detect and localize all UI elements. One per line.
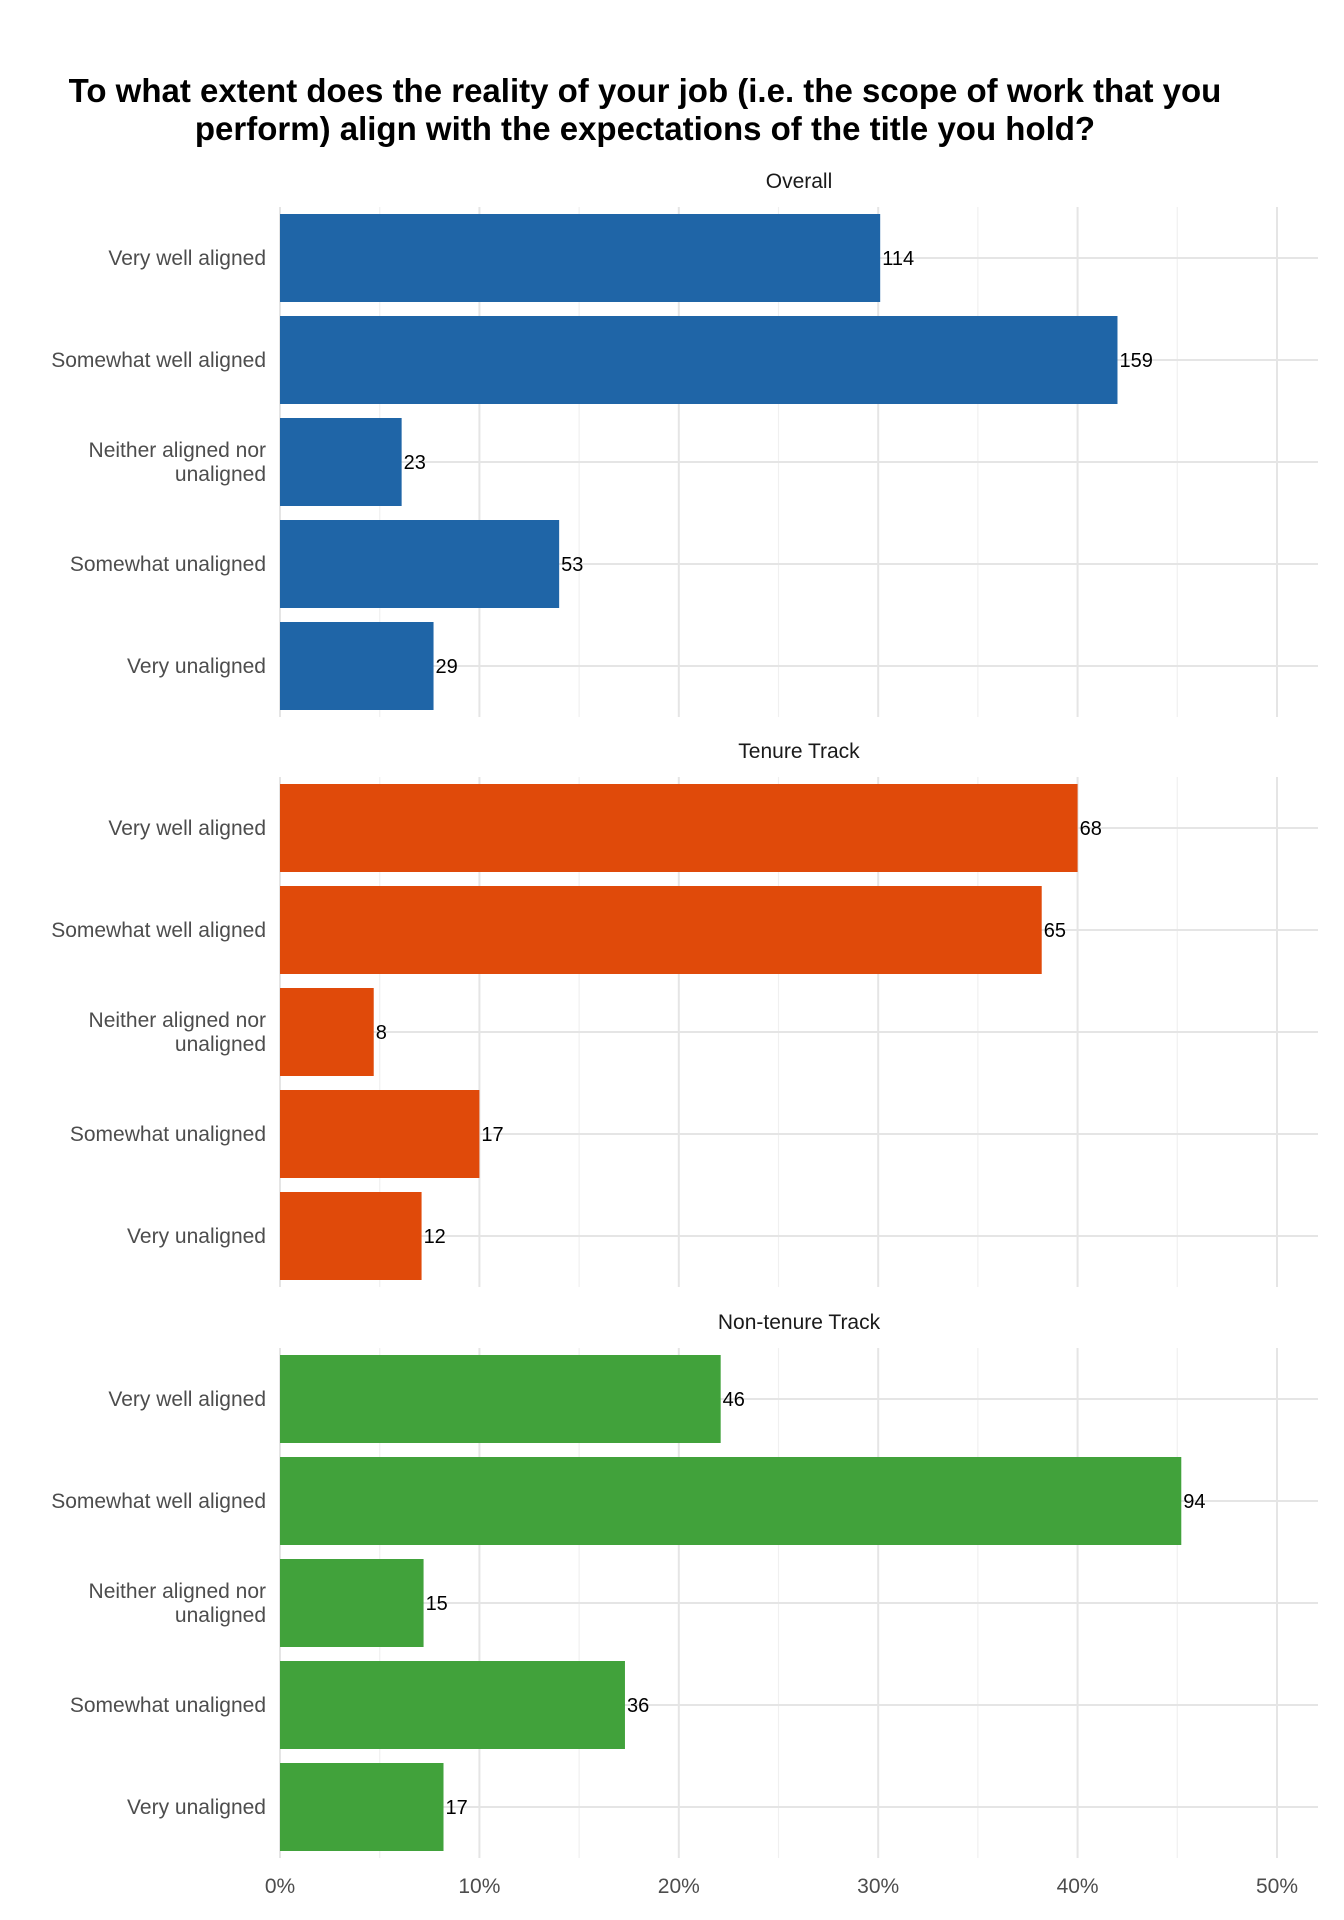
- category-label-neither-aligned-nor-unaligned: Neither aligned nor unaligned: [89, 1009, 266, 1056]
- data-label-tenure-track-somewhat-unaligned: 17: [481, 1124, 503, 1146]
- category-label-very-well-aligned: Very well aligned: [108, 247, 266, 270]
- bar-non-tenure-track-neither-aligned-nor-unaligned: [280, 1559, 424, 1647]
- x-tick-label: 50%: [1256, 1875, 1298, 1898]
- category-label-neither-aligned-nor-unaligned: Neither aligned nor unaligned: [89, 1580, 266, 1627]
- x-tick-label: 40%: [1057, 1875, 1099, 1898]
- data-label-overall-very-well-aligned: 114: [882, 248, 914, 270]
- bar-tenure-track-very-unaligned: [280, 1192, 422, 1280]
- category-label-somewhat-unaligned: Somewhat unaligned: [70, 1694, 266, 1717]
- category-label-somewhat-well-aligned: Somewhat well aligned: [51, 1490, 266, 1513]
- bar-overall-somewhat-unaligned: [280, 520, 560, 608]
- bar-overall-neither-aligned-nor-unaligned: [280, 418, 402, 506]
- data-label-non-tenure-track-very-well-aligned: 46: [723, 1389, 745, 1411]
- data-label-non-tenure-track-very-unaligned: 17: [446, 1797, 468, 1819]
- chart-title: To what extent does the reality of your …: [68, 72, 1222, 147]
- category-label-somewhat-well-aligned: Somewhat well aligned: [51, 919, 266, 942]
- x-tick-label: 0%: [265, 1875, 295, 1898]
- data-label-tenure-track-very-unaligned: 12: [424, 1226, 446, 1248]
- facet-label-overall: Overall: [766, 170, 833, 193]
- category-label-very-well-aligned: Very well aligned: [108, 817, 266, 840]
- data-label-overall-neither-aligned-nor-unaligned: 23: [404, 452, 426, 474]
- data-label-non-tenure-track-neither-aligned-nor-unaligned: 15: [426, 1593, 448, 1615]
- bar-tenure-track-somewhat-unaligned: [280, 1090, 480, 1178]
- bar-overall-somewhat-well-aligned: [280, 316, 1118, 404]
- bar-overall-very-well-aligned: [280, 214, 881, 302]
- bar-non-tenure-track-somewhat-well-aligned: [280, 1457, 1182, 1545]
- data-label-non-tenure-track-somewhat-unaligned: 36: [627, 1695, 649, 1717]
- bar-non-tenure-track-somewhat-unaligned: [280, 1661, 625, 1749]
- x-tick-label: 10%: [458, 1875, 500, 1898]
- bar-tenure-track-neither-aligned-nor-unaligned: [280, 988, 374, 1076]
- category-label-very-well-aligned: Very well aligned: [108, 1388, 266, 1411]
- data-label-tenure-track-very-well-aligned: 68: [1080, 818, 1102, 840]
- bar-non-tenure-track-very-well-aligned: [280, 1355, 721, 1443]
- category-label-somewhat-well-aligned: Somewhat well aligned: [51, 349, 266, 372]
- x-tick-label: 30%: [857, 1875, 899, 1898]
- category-label-somewhat-unaligned: Somewhat unaligned: [70, 553, 266, 576]
- category-label-very-unaligned: Very unaligned: [127, 1796, 266, 1819]
- bar-overall-very-unaligned: [280, 622, 434, 710]
- facet-label-non-tenure-track: Non-tenure Track: [718, 1311, 881, 1334]
- category-label-neither-aligned-nor-unaligned: Neither aligned nor unaligned: [89, 439, 266, 486]
- bar-non-tenure-track-very-unaligned: [280, 1763, 444, 1851]
- data-label-tenure-track-neither-aligned-nor-unaligned: 8: [376, 1022, 387, 1044]
- category-label-very-unaligned: Very unaligned: [127, 1225, 266, 1248]
- bar-tenure-track-very-well-aligned: [280, 784, 1078, 872]
- category-label-very-unaligned: Very unaligned: [127, 655, 266, 678]
- bar-tenure-track-somewhat-well-aligned: [280, 886, 1042, 974]
- data-label-overall-somewhat-unaligned: 53: [561, 554, 583, 576]
- x-tick-label: 20%: [658, 1875, 700, 1898]
- facet-label-tenure-track: Tenure Track: [738, 740, 860, 763]
- data-label-non-tenure-track-somewhat-well-aligned: 94: [1183, 1491, 1205, 1513]
- data-label-tenure-track-somewhat-well-aligned: 65: [1044, 920, 1066, 942]
- category-label-somewhat-unaligned: Somewhat unaligned: [70, 1123, 266, 1146]
- data-label-overall-somewhat-well-aligned: 159: [1119, 350, 1152, 372]
- data-label-overall-very-unaligned: 29: [436, 656, 458, 678]
